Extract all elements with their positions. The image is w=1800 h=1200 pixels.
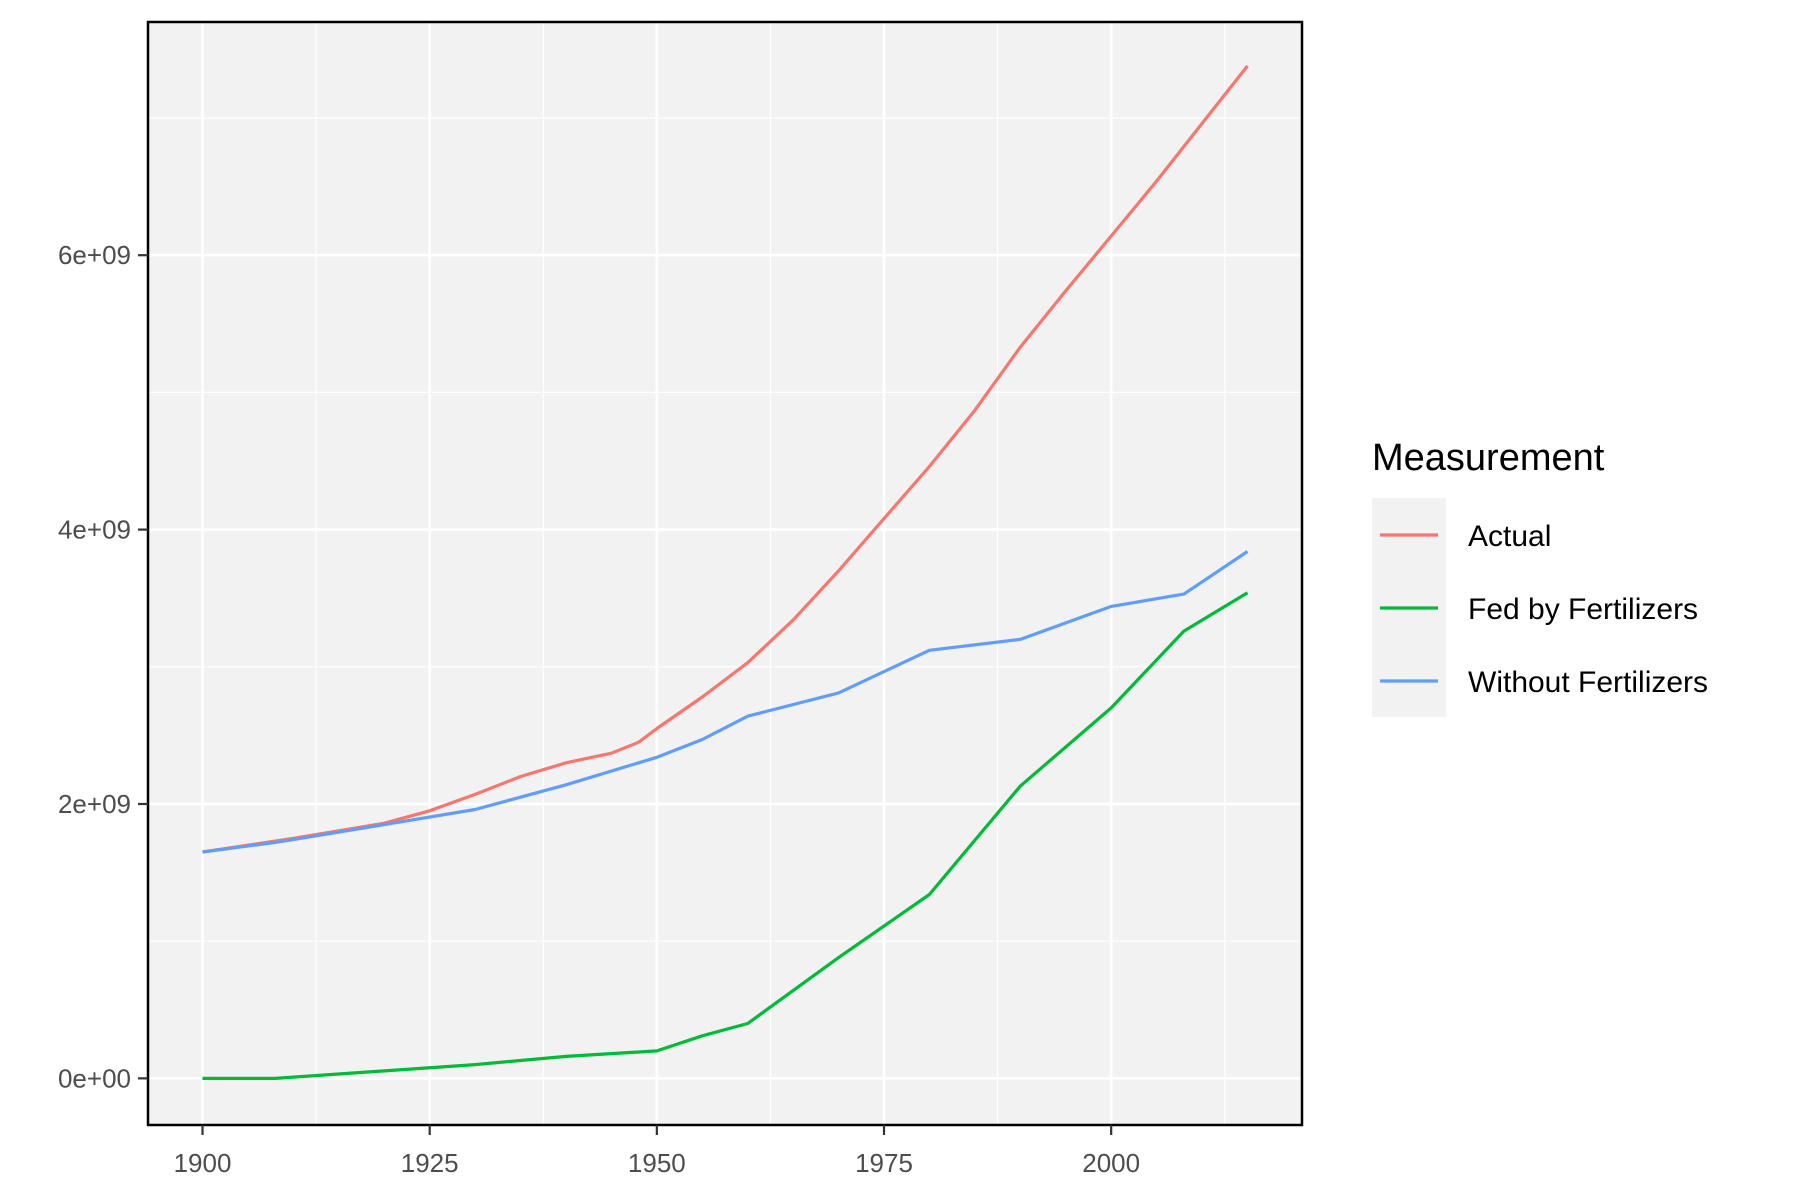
series-line-fed-by-fertilizers: [202, 591, 1249, 1080]
y-tick-label: 2e+09: [58, 789, 131, 819]
legend: Measurement Actual Fed by Fertilizers With…: [1372, 437, 1708, 717]
y-tick-label: 0e+00: [58, 1063, 131, 1093]
series-line-actual: [202, 64, 1249, 854]
x-tick-label: 2000: [1082, 1148, 1140, 1178]
series-line-without-fertilizers: [202, 550, 1249, 854]
legend-label: Without Fertilizers: [1468, 666, 1708, 699]
grid-minor: [148, 22, 1302, 1125]
plot-border: [146, 20, 1304, 1127]
y-tick-label: 4e+09: [58, 515, 131, 545]
y-tick-label: 6e+09: [58, 240, 131, 270]
plot-panel: [148, 22, 1302, 1125]
y-axis: 0e+00 2e+09 4e+09 6e+09: [58, 240, 148, 1093]
x-tick-label: 1975: [855, 1148, 913, 1178]
x-tick-label: 1900: [174, 1148, 232, 1178]
legend-items: Actual Fed by Fertilizers Without Fertiliz…: [1380, 520, 1708, 699]
x-tick-label: 1950: [628, 1148, 686, 1178]
legend-label: Actual: [1468, 520, 1551, 553]
grid-major: [148, 22, 1302, 1125]
legend-label: Fed by Fertilizers: [1468, 593, 1698, 626]
x-axis: 1900 1925 1950 1975 2000: [174, 1125, 1140, 1178]
x-tick-label: 1925: [401, 1148, 459, 1178]
series-layer: [202, 64, 1249, 1080]
legend-title: Measurement: [1372, 437, 1605, 479]
